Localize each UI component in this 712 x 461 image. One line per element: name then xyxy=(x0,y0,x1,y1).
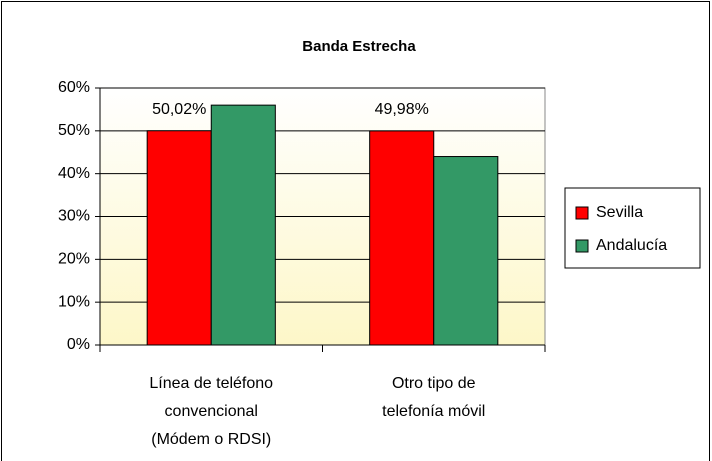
bar xyxy=(210,104,276,346)
bar xyxy=(433,156,499,346)
x-tick-label: Línea de teléfono convencional (Módem o RD… xyxy=(149,375,273,448)
bar xyxy=(146,130,212,346)
value-label: 50,02% xyxy=(152,101,206,118)
x-tick-label: Otro tipo de telefonía móvil xyxy=(382,375,485,420)
bar xyxy=(369,130,435,346)
y-tick-label: 50% xyxy=(58,122,90,139)
legend-label: Andalucía xyxy=(596,237,667,254)
y-tick-label: 60% xyxy=(58,79,90,96)
y-tick-label: 30% xyxy=(58,208,90,225)
value-label: 49,98% xyxy=(375,101,429,118)
y-tick-label: 0% xyxy=(67,336,90,353)
legend-swatch xyxy=(575,239,589,253)
legend-swatch xyxy=(575,206,589,220)
y-tick-label: 20% xyxy=(58,251,90,268)
legend-label: Sevilla xyxy=(596,204,643,221)
chart-title: Banda Estrecha xyxy=(302,38,416,55)
legend xyxy=(564,187,701,269)
y-tick-label: 40% xyxy=(58,165,90,182)
y-tick-label: 10% xyxy=(58,293,90,310)
